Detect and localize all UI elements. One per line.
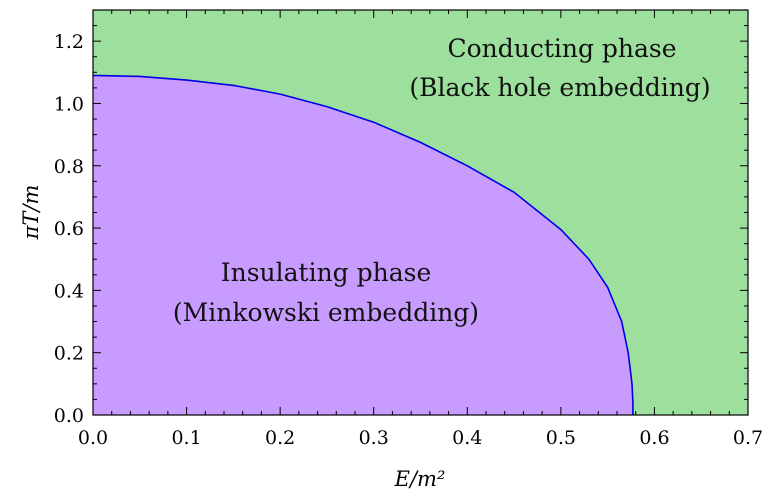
region-label-conducting-line1: Conducting phase	[447, 34, 676, 63]
x-tick-label: 0.2	[265, 427, 295, 449]
insulating-region	[93, 75, 633, 416]
x-tick-label: 0.1	[171, 427, 201, 449]
x-tick-label: 0.4	[452, 427, 482, 449]
y-tick-label: 1.0	[54, 93, 84, 115]
y-tick-label: 0.4	[54, 280, 84, 302]
x-tick-label: 0.5	[546, 427, 576, 449]
phase-boundary-line	[92, 74, 634, 415]
y-tick-label: 0.8	[54, 156, 84, 178]
y-tick-labels: 0.0 0.2 0.4 0.6 0.8 1.0 1.2	[54, 31, 84, 427]
y-tick-label: 0.6	[54, 218, 84, 240]
region-label-conducting-line2: (Black hole embedding)	[409, 73, 710, 102]
axis-ticks	[92, 9, 749, 416]
y-tick-label: 0.2	[54, 343, 84, 365]
x-tick-label: 0.3	[359, 427, 389, 449]
y-axis-title: πT/m	[19, 185, 43, 241]
x-axis-title: E/m²	[394, 467, 446, 490]
x-tick-label: 0.0	[78, 427, 108, 449]
y-tick-label: 0.0	[54, 405, 84, 427]
x-tick-label: 0.7	[733, 427, 763, 449]
region-label-insulating-line1: Insulating phase	[221, 258, 432, 287]
y-tick-label: 1.2	[54, 31, 84, 53]
x-tick-labels: 0.0 0.1 0.2 0.3 0.4 0.5 0.6 0.7	[78, 427, 763, 449]
x-tick-label: 0.6	[639, 427, 669, 449]
region-label-insulating-line2: (Minkowski embedding)	[173, 298, 479, 327]
